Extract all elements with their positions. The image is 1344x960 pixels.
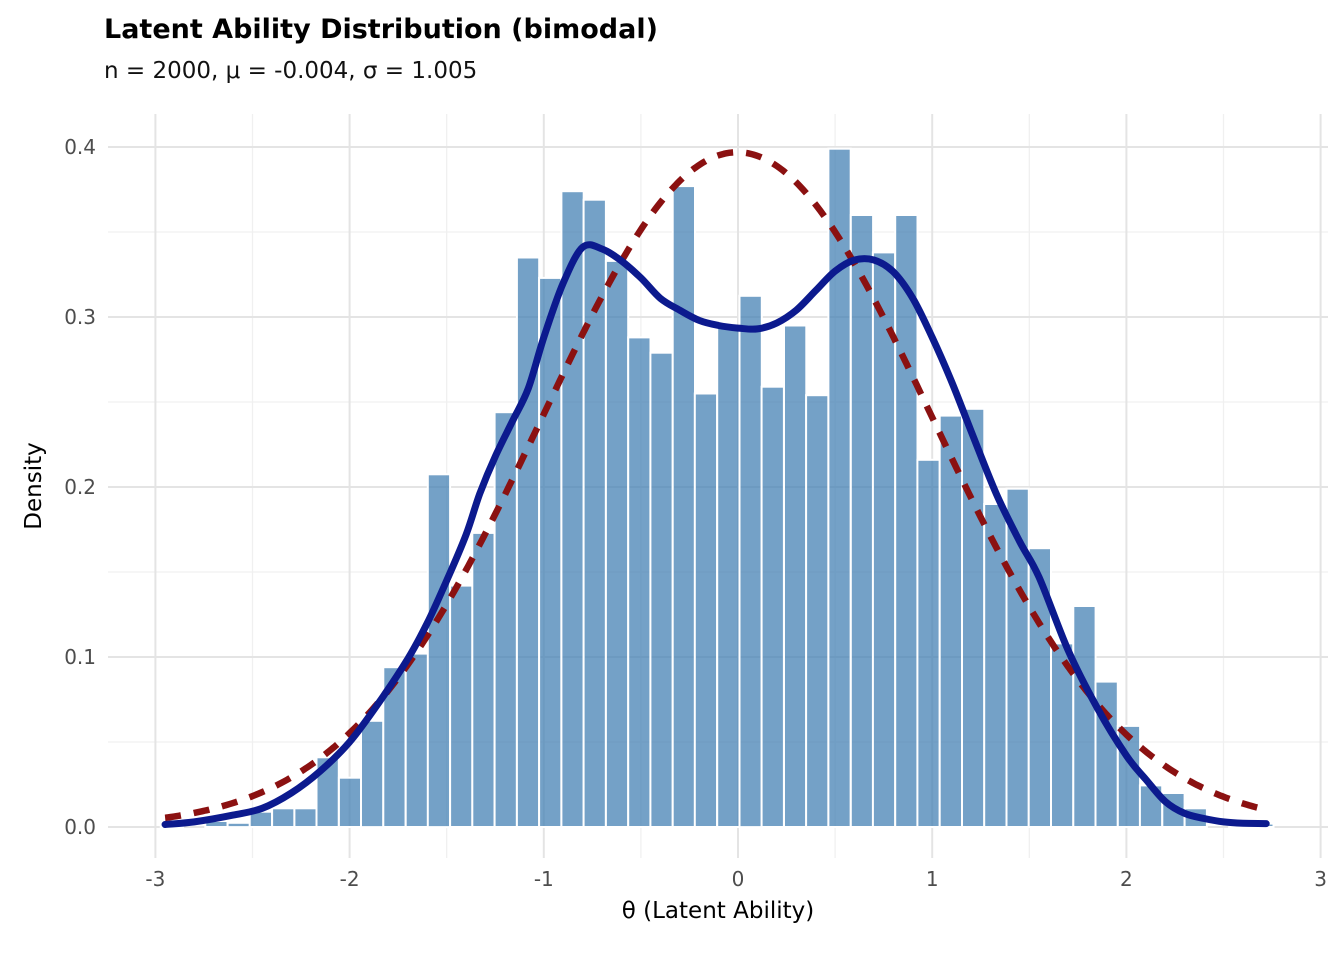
y-tick-label: 0.2 xyxy=(64,475,96,499)
histogram-bar xyxy=(293,807,318,828)
x-tick-label: -3 xyxy=(145,867,165,891)
histogram-bar xyxy=(449,584,474,828)
x-axis-title: θ (Latent Ability) xyxy=(621,898,815,924)
histogram-bar xyxy=(1094,680,1119,828)
histogram-bar xyxy=(716,326,741,828)
histogram-bar xyxy=(849,214,875,828)
x-tick-label: -2 xyxy=(340,867,360,891)
histogram-bar xyxy=(693,392,719,828)
histogram-bar xyxy=(1072,605,1097,828)
histogram-bar xyxy=(983,503,1008,828)
histogram-bar xyxy=(604,259,630,828)
x-tick-label: -1 xyxy=(534,867,554,891)
histogram-bar xyxy=(827,147,852,828)
histogram-bar xyxy=(671,185,697,829)
histogram-bar xyxy=(649,351,674,828)
histogram-bar xyxy=(271,807,296,828)
histogram-bar xyxy=(337,776,363,829)
page-title: Latent Ability Distribution (bimodal) xyxy=(104,14,658,45)
y-tick-label: 0.4 xyxy=(64,135,96,159)
x-tick-label: 3 xyxy=(1314,867,1327,891)
y-tick-label: 0.0 xyxy=(64,815,96,839)
histogram-bar xyxy=(493,411,518,828)
histogram-bar xyxy=(226,821,251,829)
chart-subtitle: n = 2000, μ = -0.004, σ = 1.005 xyxy=(104,58,478,84)
histogram-bar xyxy=(360,719,385,829)
histogram-bar xyxy=(760,385,785,828)
histogram-bar xyxy=(938,414,964,828)
y-tick-label: 0.3 xyxy=(64,305,96,329)
histogram-bar xyxy=(783,324,808,828)
histogram-bar xyxy=(627,336,652,828)
x-tick-label: 1 xyxy=(926,867,939,891)
histogram-bar xyxy=(805,394,830,828)
kde-curve xyxy=(161,241,1270,828)
histogram-bar xyxy=(515,256,541,828)
histogram-bar xyxy=(961,407,986,828)
histogram-bar xyxy=(582,198,607,828)
x-tick-label: 2 xyxy=(1120,867,1133,891)
histogram-bar xyxy=(738,294,763,829)
histogram-bar xyxy=(538,276,563,828)
x-tick-label: 0 xyxy=(732,867,745,891)
histogram-bar xyxy=(426,473,452,829)
y-tick-label: 0.1 xyxy=(64,645,96,669)
y-axis-title: Density xyxy=(21,442,47,530)
histogram-bar xyxy=(471,531,496,829)
histogram-bar xyxy=(916,458,941,828)
histogram-bar xyxy=(404,652,430,828)
